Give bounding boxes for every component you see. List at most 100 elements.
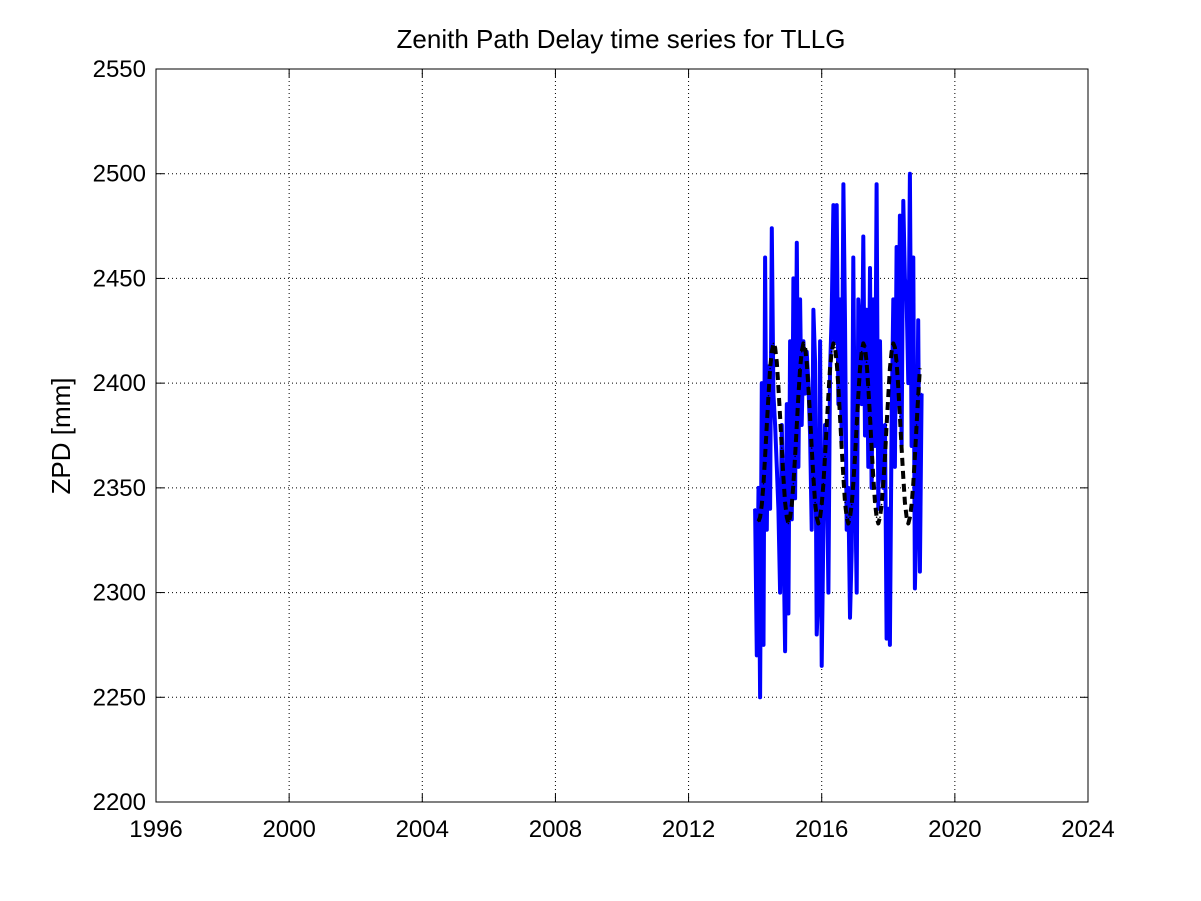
zpd-seasonal-fit-point (892, 342, 895, 345)
zpd-seasonal-fit-point (802, 342, 805, 345)
zpd-observed-point (842, 183, 845, 185)
zpd-observed-point (792, 277, 795, 280)
zpd-seasonal-fit-point (912, 482, 915, 485)
zpd-seasonal-fit-point (777, 386, 780, 389)
zpd-observed-point (772, 392, 775, 395)
zpd-seasonal-fit-point (815, 516, 818, 518)
zpd-seasonal-fit-point (832, 342, 835, 345)
zpd-seasonal-fit-point (809, 415, 811, 418)
zpd-seasonal-fit-point (764, 455, 766, 458)
zpd-observed-point (776, 466, 778, 468)
zpd-observed-point (887, 508, 890, 510)
zpd-seasonal-fit-point (791, 503, 793, 506)
zpd-observed-point (867, 466, 870, 468)
zpd-observed-point (907, 382, 910, 384)
zpd-seasonal-fit-point (761, 503, 763, 506)
zpd-seasonal-fit-point (837, 386, 840, 389)
zpd-observed-point (897, 403, 900, 405)
zpd-seasonal-fit-point (887, 394, 890, 397)
x-tick-label: 2008 (529, 816, 582, 843)
zpd-seasonal-fit-point (910, 503, 913, 506)
zpd-observed-point (874, 445, 876, 447)
zpd-seasonal-fit-point (917, 394, 919, 397)
zpd-seasonal-fit-point (879, 516, 881, 518)
zpd-seasonal-fit-point (897, 386, 900, 389)
y-tick-label: 2400 (93, 370, 146, 397)
zpd-seasonal-fit-point (905, 516, 908, 518)
zpd-seasonal-fit-point (834, 346, 836, 349)
zpd-seasonal-fit-point (839, 415, 841, 418)
zpd-observed-point (814, 361, 816, 364)
zpd-seasonal-fit-point (874, 501, 876, 504)
zpd-seasonal-fit-point (825, 424, 828, 426)
zpd-observed-point (761, 382, 763, 384)
zpd-seasonal-fit-point (909, 516, 911, 518)
x-tick-label: 2000 (262, 816, 315, 843)
tick-group (155, 68, 1089, 803)
zpd-observed-point (909, 172, 911, 175)
zpd-observed-point (757, 487, 760, 489)
zpd-seasonal-fit-point (915, 424, 918, 426)
zpd-observed-point (812, 309, 815, 311)
zpd-observed-point (800, 424, 803, 426)
zpd-seasonal-fit-point (840, 447, 843, 449)
zpd-seasonal-fit-point (824, 455, 826, 458)
zpd-observed-point (910, 445, 913, 447)
zpd-seasonal-fit-point (845, 516, 848, 518)
zpd-observed-point (817, 591, 820, 594)
zpd-observed-point (815, 633, 818, 636)
zpd-observed-point (912, 256, 915, 259)
zpd-observed-point (759, 696, 761, 699)
x-tick-label: 2016 (795, 816, 848, 843)
zpd-observed-point (797, 466, 800, 468)
x-tick-label: 2004 (396, 816, 449, 843)
zpd-seasonal-fit-point (852, 482, 855, 485)
zpd-observed-point (869, 267, 871, 269)
series-group (753, 171, 924, 700)
zpd-seasonal-fit-point (904, 501, 906, 504)
zpd-observed-point (827, 591, 830, 594)
zpd-seasonal-fit-point (822, 482, 825, 485)
zpd-seasonal-fit-point (799, 367, 801, 370)
zpd-observed-point (832, 204, 835, 206)
zpd-observed-point (764, 256, 766, 259)
zpd-seasonal-fit-point (890, 350, 893, 353)
zpd-observed-point (914, 587, 916, 590)
zpd-seasonal-fit-point (895, 361, 898, 364)
x-tick-label: 2024 (1061, 816, 1114, 843)
zpd-seasonal-fit-point (781, 447, 783, 449)
zpd-observed-point (919, 570, 921, 573)
zpd-observed-point (756, 654, 758, 657)
zpd-observed-point (809, 434, 811, 437)
zpd-seasonal-fit-point (807, 386, 810, 389)
zpd-observed-point (807, 382, 810, 384)
zpd-seasonal-fit-point (812, 476, 815, 479)
zpd-seasonal-fit-point (854, 455, 856, 458)
zpd-seasonal-fit-point (842, 476, 845, 479)
zpd-seasonal-fit-series (756, 341, 922, 526)
zpd-observed-point (767, 365, 770, 368)
zpd-seasonal-fit-point (914, 455, 916, 458)
zpd-seasonal-fit-point (884, 455, 886, 458)
zpd-seasonal-fit-point (789, 516, 791, 518)
x-tick-label: 2020 (928, 816, 981, 843)
zpd-seasonal-fit-point (827, 394, 830, 397)
zpd-seasonal-fit-point (829, 367, 831, 370)
zpd-seasonal-fit-point (804, 346, 806, 349)
zpd-seasonal-fit-point (771, 350, 773, 353)
zpd-seasonal-fit-point (865, 361, 868, 364)
zpd-seasonal-fit-point (867, 386, 870, 389)
zpd-seasonal-fit-point (797, 394, 800, 397)
zpd-seasonal-fit-point (875, 516, 878, 518)
zpd-observed-point (885, 637, 888, 640)
y-tick-label: 2250 (93, 684, 146, 711)
zpd-observed-point (880, 466, 883, 468)
zpd-observed-point (839, 298, 841, 301)
zpd-observed-point (920, 392, 923, 395)
zpd-seasonal-fit-point (757, 520, 760, 523)
zpd-observed-point (859, 330, 861, 332)
zpd-seasonal-fit-point (877, 522, 880, 525)
zpd-observed-point (804, 392, 806, 395)
zpd-seasonal-fit-point (796, 424, 798, 426)
zpd-observed-point (835, 204, 838, 206)
